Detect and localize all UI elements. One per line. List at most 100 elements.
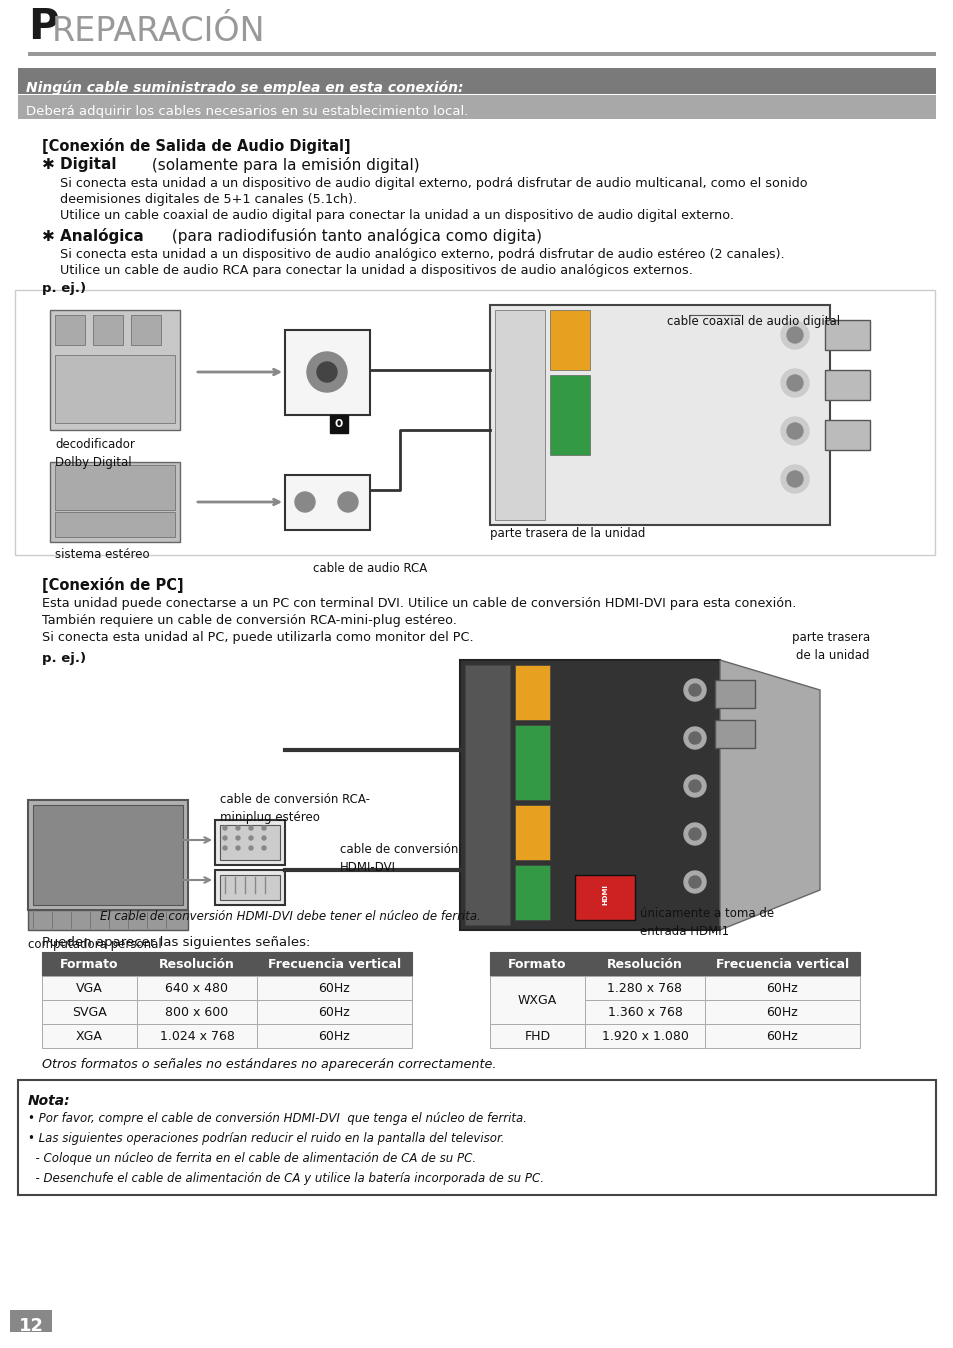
Text: parte trasera
de la unidad: parte trasera de la unidad — [791, 631, 869, 662]
Text: 60Hz: 60Hz — [318, 981, 350, 995]
Text: computadora personal: computadora personal — [28, 938, 162, 950]
Text: Resolución: Resolución — [159, 957, 234, 971]
Bar — [214, 820, 285, 865]
Text: 60Hz: 60Hz — [766, 1030, 798, 1042]
Text: Nota:: Nota: — [28, 1095, 71, 1108]
Circle shape — [262, 826, 266, 830]
Bar — [55, 315, 85, 345]
Bar — [28, 53, 935, 57]
Text: (para radiodifusión tanto analógica como digita): (para radiodifusión tanto analógica como… — [167, 228, 541, 244]
Circle shape — [683, 775, 705, 797]
Bar — [515, 805, 550, 860]
Bar — [55, 465, 174, 510]
Bar — [137, 1024, 256, 1047]
Text: Utilice un cable coaxial de audio digital para conectar la unidad a un dispositi: Utilice un cable coaxial de audio digita… — [60, 209, 733, 222]
Circle shape — [786, 470, 802, 487]
Circle shape — [316, 363, 336, 381]
Bar — [214, 869, 285, 905]
Bar — [490, 1024, 584, 1047]
Text: HDMI: HDMI — [601, 884, 607, 906]
Text: 60Hz: 60Hz — [318, 1030, 350, 1042]
Circle shape — [262, 847, 266, 851]
Bar — [824, 421, 869, 450]
Circle shape — [337, 492, 357, 512]
Bar — [714, 720, 754, 748]
Circle shape — [688, 876, 700, 888]
Bar — [28, 910, 188, 930]
Bar — [704, 952, 859, 976]
Circle shape — [235, 847, 240, 851]
Circle shape — [683, 727, 705, 749]
Bar — [256, 952, 412, 976]
Circle shape — [223, 847, 227, 851]
Bar — [459, 661, 720, 930]
Circle shape — [786, 328, 802, 342]
Bar — [33, 805, 183, 905]
Text: Si conecta esta unidad a un dispositivo de audio analógico externo, podrá disfru: Si conecta esta unidad a un dispositivo … — [60, 248, 783, 262]
Circle shape — [688, 732, 700, 744]
Bar — [490, 952, 584, 976]
Bar — [704, 976, 859, 1000]
Circle shape — [249, 826, 253, 830]
Text: 1.280 x 768: 1.280 x 768 — [607, 981, 681, 995]
Bar — [137, 1000, 256, 1024]
Text: O: O — [335, 419, 343, 429]
Text: Frecuencia vertical: Frecuencia vertical — [268, 957, 400, 971]
Bar — [704, 1024, 859, 1047]
Text: 12: 12 — [18, 1317, 44, 1335]
Bar — [137, 976, 256, 1000]
Text: [Conexión de Salida de Audio Digital]: [Conexión de Salida de Audio Digital] — [42, 137, 351, 154]
Text: decodificador
Dolby Digital: decodificador Dolby Digital — [55, 438, 134, 469]
Text: XGA: XGA — [76, 1030, 103, 1042]
Circle shape — [223, 836, 227, 840]
Text: REPARACIÓN: REPARACIÓN — [52, 15, 265, 49]
Text: WXGA: WXGA — [517, 993, 557, 1007]
Bar — [584, 1024, 704, 1047]
Bar — [824, 369, 869, 400]
Bar — [18, 67, 935, 94]
Text: Pueden aparecer las siguientes señales:: Pueden aparecer las siguientes señales: — [42, 936, 310, 949]
Bar — [42, 976, 137, 1000]
Bar — [490, 976, 584, 1000]
Circle shape — [688, 780, 700, 793]
Circle shape — [781, 417, 808, 445]
Text: Utilice un cable de audio RCA para conectar la unidad a dispositivos de audio an: Utilice un cable de audio RCA para conec… — [60, 264, 692, 276]
Circle shape — [235, 836, 240, 840]
Bar — [131, 315, 161, 345]
Circle shape — [786, 423, 802, 439]
Text: Formato: Formato — [508, 957, 566, 971]
Text: (solamente para la emisión digital): (solamente para la emisión digital) — [147, 156, 419, 173]
Text: 1.920 x 1.080: 1.920 x 1.080 — [601, 1030, 688, 1042]
Text: Frecuencia vertical: Frecuencia vertical — [715, 957, 848, 971]
Bar — [824, 319, 869, 350]
Text: 640 x 480: 640 x 480 — [165, 981, 229, 995]
Circle shape — [781, 321, 808, 349]
Text: cable de conversión
HDMI-DVI: cable de conversión HDMI-DVI — [339, 842, 457, 874]
Bar — [50, 462, 180, 542]
Text: p. ej.): p. ej.) — [42, 652, 86, 665]
Bar — [137, 952, 256, 976]
Bar — [464, 665, 510, 925]
Bar — [92, 315, 123, 345]
Bar — [50, 310, 180, 430]
Text: Resolución: Resolución — [606, 957, 682, 971]
Text: VGA: VGA — [76, 981, 103, 995]
Bar — [515, 665, 550, 720]
Text: 60Hz: 60Hz — [318, 1006, 350, 1019]
Text: 1.024 x 768: 1.024 x 768 — [159, 1030, 234, 1042]
Text: 60Hz: 60Hz — [766, 1006, 798, 1019]
Bar — [220, 825, 280, 860]
Bar — [714, 679, 754, 708]
Text: Deberá adquirir los cables necesarios en su establecimiento local.: Deberá adquirir los cables necesarios en… — [26, 105, 468, 119]
Text: - Desenchufe el cable de alimentación de CA y utilice la batería incorporada de : - Desenchufe el cable de alimentación de… — [28, 1171, 543, 1185]
Bar — [55, 512, 174, 537]
Circle shape — [683, 871, 705, 892]
Bar — [584, 952, 704, 976]
Bar — [18, 94, 935, 119]
Bar — [42, 952, 137, 976]
Text: P: P — [28, 5, 58, 49]
Bar — [28, 799, 188, 910]
Circle shape — [786, 375, 802, 391]
Bar — [42, 1000, 137, 1024]
Circle shape — [688, 683, 700, 696]
